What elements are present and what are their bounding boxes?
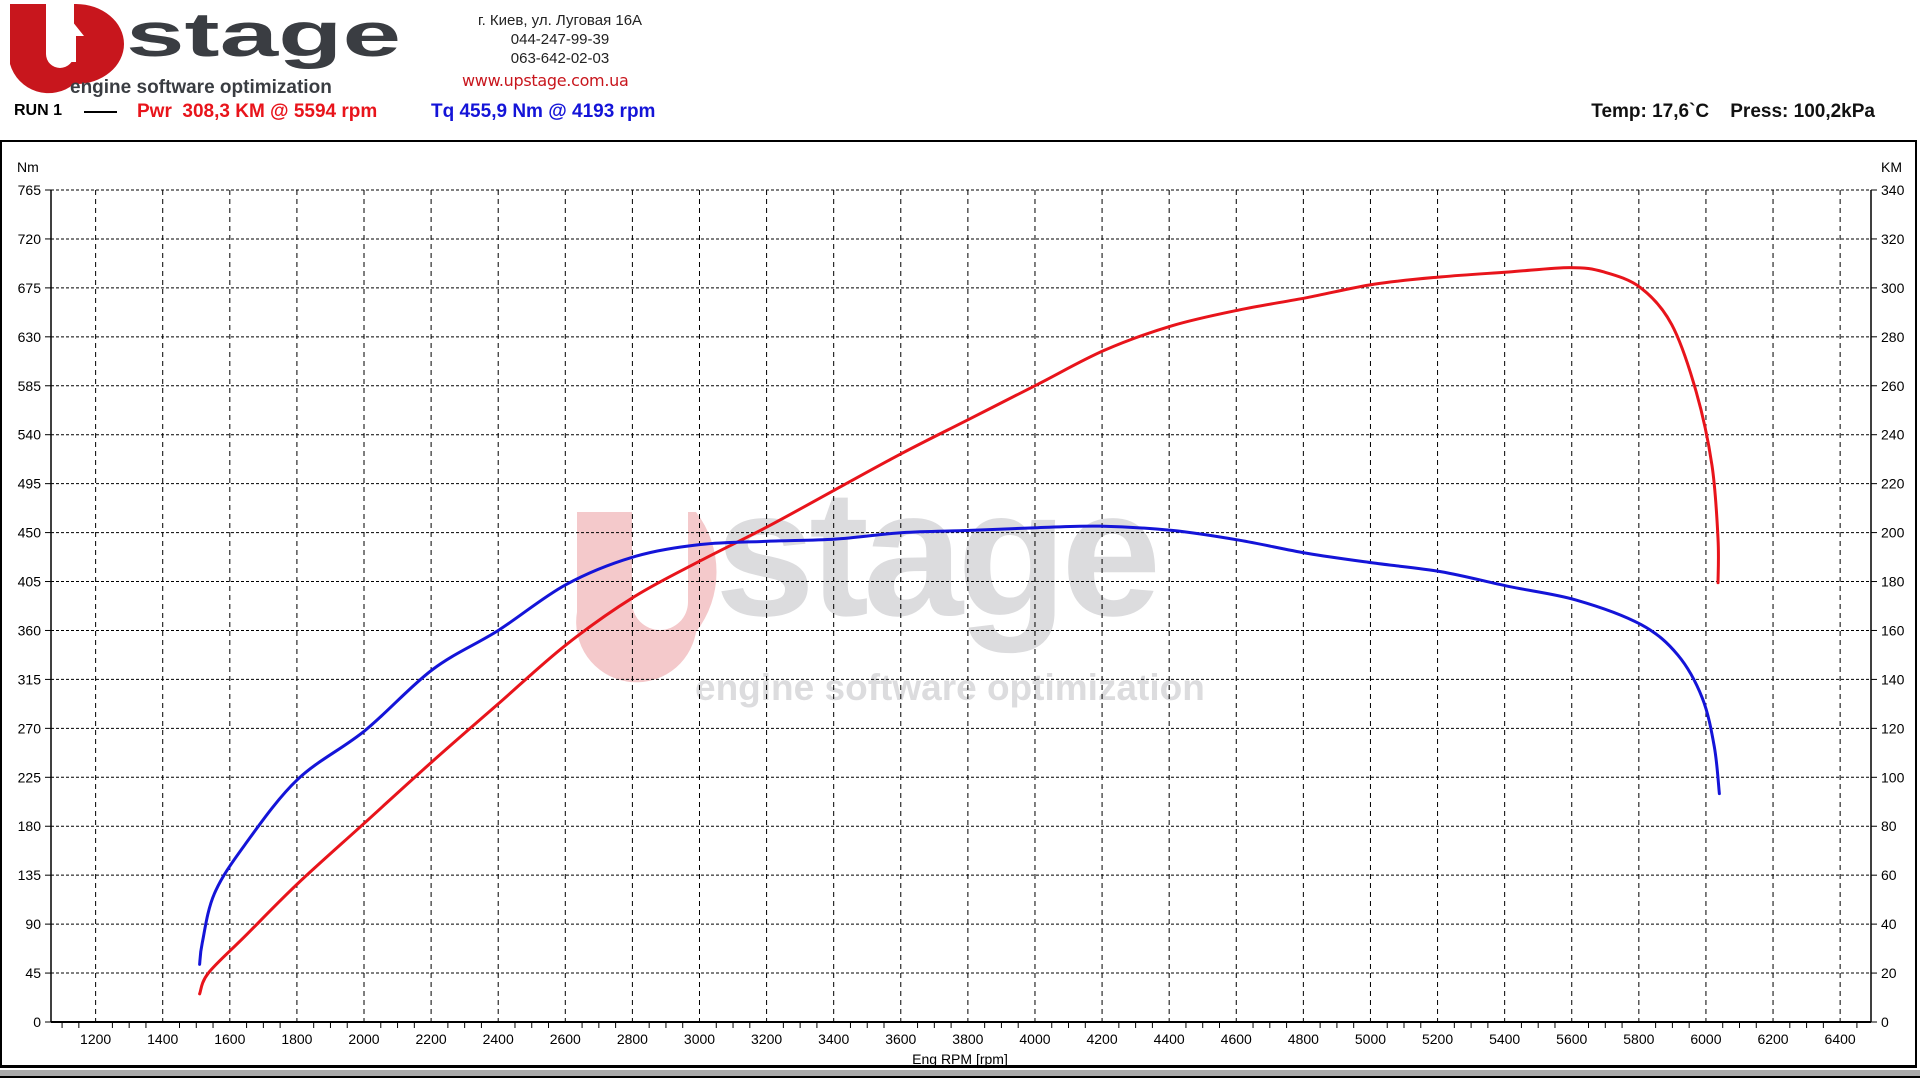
x-tick-label: 1400	[147, 1031, 178, 1047]
y-right-tick-label: 160	[1881, 622, 1905, 638]
x-tick-label: 2600	[550, 1031, 581, 1047]
x-tick-label: 1800	[281, 1031, 312, 1047]
svg-text:stage: stage	[715, 453, 1155, 654]
y-right-tick-label: 320	[1881, 231, 1905, 247]
y-right-tick-label: 40	[1881, 916, 1897, 932]
x-tick-label: 4800	[1288, 1031, 1319, 1047]
y-left-tick-label: 180	[18, 818, 42, 834]
svg-text:stage: stage	[126, 2, 401, 70]
x-tick-label: 4400	[1154, 1031, 1185, 1047]
run-legend-line	[84, 111, 117, 113]
y-right-tick-label: 260	[1881, 378, 1905, 394]
x-tick-label: 2200	[416, 1031, 447, 1047]
y-right-tick-label: 60	[1881, 867, 1897, 883]
run-label: RUN 1	[14, 102, 63, 119]
conditions: Temp: 17,6`C Press: 100,2kPa	[1591, 101, 1875, 122]
y-left-axis-label: Nm	[17, 159, 39, 175]
y-left-tick-label: 720	[18, 231, 42, 247]
y-left-tick-label: 315	[18, 671, 42, 687]
phone-1: 044-247-99-39	[510, 31, 610, 48]
x-tick-label: 6000	[1690, 1031, 1721, 1047]
x-tick-label: 6200	[1757, 1031, 1788, 1047]
y-left-tick-label: 90	[25, 916, 41, 932]
y-left-tick-label: 225	[18, 769, 42, 785]
x-tick-label: 6400	[1825, 1031, 1856, 1047]
y-left-tick-label: 585	[18, 378, 42, 394]
y-left-tick-label: 765	[18, 182, 42, 198]
y-left-tick-label: 45	[25, 965, 41, 981]
y-left-tick-label: 630	[18, 329, 42, 345]
y-left-tick-label: 135	[18, 867, 42, 883]
bottom-bar	[0, 1070, 1920, 1078]
y-right-tick-label: 220	[1881, 476, 1905, 492]
x-tick-label: 5600	[1556, 1031, 1587, 1047]
x-tick-label: 4200	[1086, 1031, 1117, 1047]
y-right-tick-label: 0	[1881, 1014, 1889, 1030]
y-right-tick-label: 240	[1881, 427, 1905, 443]
svg-text:engine software optimization: engine software optimization	[70, 77, 332, 97]
power-curve	[198, 266, 1720, 996]
y-right-tick-label: 140	[1881, 671, 1905, 687]
y-left-tick-label: 675	[18, 280, 42, 296]
x-tick-label: 3600	[885, 1031, 916, 1047]
svg-text:engine software optimization: engine software optimization	[695, 667, 1205, 708]
y-left-tick-label: 0	[33, 1014, 41, 1030]
y-right-tick-label: 340	[1881, 182, 1905, 198]
y-left-tick-label: 405	[18, 574, 42, 590]
y-right-axis-label: KM	[1881, 159, 1902, 175]
upstage-logo: stage engine software optimization	[10, 2, 401, 97]
y-right-tick-label: 180	[1881, 574, 1905, 590]
y-left-tick-label: 270	[18, 720, 42, 736]
x-tick-label: 3000	[684, 1031, 715, 1047]
y-right-tick-label: 120	[1881, 720, 1905, 736]
y-right-tick-label: 100	[1881, 769, 1905, 785]
y-left-tick-label: 450	[18, 525, 42, 541]
y-right-tick-label: 280	[1881, 329, 1905, 345]
watermark-logo: stage engine software optimization	[576, 453, 1205, 708]
address: г. Киев, ул. Луговая 16А	[477, 12, 643, 29]
x-tick-label: 1200	[80, 1031, 111, 1047]
x-tick-label: 5000	[1355, 1031, 1386, 1047]
y-right-tick-label: 300	[1881, 280, 1905, 296]
y-left-tick-label: 360	[18, 622, 42, 638]
phone-2: 063-642-02-03	[510, 50, 610, 67]
x-tick-label: 2000	[348, 1031, 379, 1047]
x-tick-label: 3400	[818, 1031, 849, 1047]
torque-curve	[198, 524, 1721, 966]
website-link[interactable]: www.upstage.com.ua	[462, 71, 629, 90]
power-summary: Pwr 308,3 KM @ 5594 rpm	[137, 101, 378, 122]
x-tick-label: 5200	[1422, 1031, 1453, 1047]
x-tick-label: 5400	[1489, 1031, 1520, 1047]
x-tick-label: 1600	[214, 1031, 245, 1047]
y-left-tick-label: 540	[18, 427, 42, 443]
x-tick-label: 2800	[617, 1031, 648, 1047]
y-right-tick-label: 200	[1881, 525, 1905, 541]
x-tick-label: 3800	[952, 1031, 983, 1047]
x-axis-label: Eng RPM [rpm]	[912, 1051, 1008, 1067]
chart-frame	[0, 140, 1917, 1068]
x-tick-label: 2400	[483, 1031, 514, 1047]
x-tick-label: 5800	[1623, 1031, 1654, 1047]
x-tick-label: 4600	[1221, 1031, 1252, 1047]
y-right-tick-label: 20	[1881, 965, 1897, 981]
y-left-tick-label: 495	[18, 476, 42, 492]
torque-summary: Tq 455,9 Nm @ 4193 rpm	[431, 101, 656, 122]
y-right-tick-label: 80	[1881, 818, 1897, 834]
x-tick-label: 3200	[751, 1031, 782, 1047]
x-tick-label: 4000	[1019, 1031, 1050, 1047]
